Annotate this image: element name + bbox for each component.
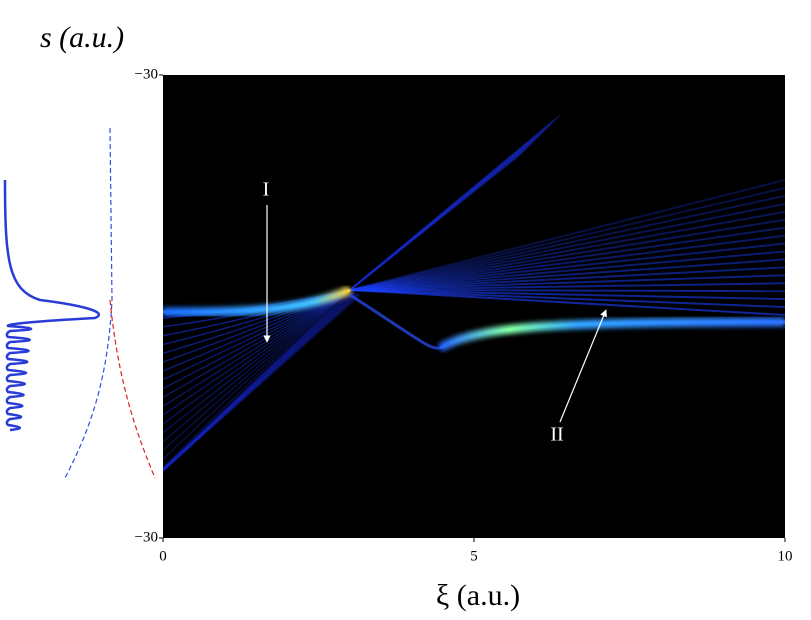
- ray: [163, 290, 355, 472]
- ray: [349, 140, 535, 291]
- ray: [163, 293, 361, 472]
- arrow: [559, 309, 607, 423]
- ray: [349, 186, 785, 291]
- annotation: II: [550, 424, 563, 446]
- ray: [349, 154, 521, 291]
- intensity-map: [163, 114, 785, 472]
- x-tick-label: 5: [470, 548, 478, 564]
- ray: [163, 288, 352, 472]
- ray: [349, 125, 549, 291]
- y-axis-label: s (a.u.): [40, 21, 124, 54]
- ray: [349, 226, 785, 291]
- ray: [163, 289, 351, 469]
- ray: [349, 282, 785, 291]
- ray: [349, 114, 561, 291]
- ray: [163, 290, 354, 472]
- ray: [163, 293, 360, 472]
- ray: [349, 151, 523, 291]
- beam: [349, 293, 441, 350]
- ray: [349, 121, 554, 291]
- ray: [349, 289, 785, 316]
- ray: [349, 147, 528, 291]
- ray: [349, 202, 785, 291]
- ray: [163, 289, 352, 472]
- ray: [163, 289, 351, 460]
- ray: [163, 289, 351, 434]
- ray: [163, 292, 358, 472]
- ray: [349, 142, 533, 291]
- ray: [349, 179, 785, 291]
- ray: [163, 289, 353, 472]
- ray: [349, 144, 531, 291]
- ray: [163, 293, 361, 472]
- y-tick-label: −30: [135, 529, 158, 545]
- y-tick-label: −30: [135, 66, 158, 82]
- ray: [349, 116, 559, 291]
- ray: [163, 289, 353, 472]
- x-tick-label: 0: [159, 548, 167, 564]
- ray: [163, 289, 351, 425]
- ray: [349, 118, 556, 291]
- ray: [349, 234, 785, 291]
- ray: [163, 293, 360, 472]
- x-tick-label: 10: [778, 548, 793, 564]
- ray: [163, 289, 351, 443]
- ray: [349, 242, 785, 291]
- ray: [349, 130, 545, 291]
- beam: [439, 320, 785, 350]
- ray: [163, 292, 359, 472]
- ray: [163, 292, 359, 472]
- ray: [349, 289, 785, 293]
- input-profile: [3, 127, 156, 479]
- ray: [349, 194, 785, 291]
- ray: [163, 289, 351, 451]
- ray: [349, 128, 547, 291]
- ray: [349, 210, 785, 291]
- ray: [349, 137, 538, 291]
- ray: [349, 274, 785, 291]
- ray: [349, 289, 785, 301]
- ray: [163, 290, 356, 472]
- ray: [349, 133, 542, 291]
- ray: [349, 135, 540, 291]
- ray: [349, 250, 785, 291]
- ray: [349, 289, 785, 309]
- x-axis-label: ξ (a.u.): [436, 579, 520, 612]
- ray: [349, 123, 552, 291]
- ray: [349, 218, 785, 291]
- ray: [163, 291, 357, 472]
- ray: [163, 290, 354, 472]
- ray: [349, 258, 785, 291]
- annotation: I: [263, 179, 270, 201]
- ray: [163, 291, 356, 472]
- ray: [349, 149, 526, 291]
- ray: [349, 266, 785, 291]
- ray: [163, 289, 351, 407]
- ray: [163, 289, 351, 416]
- ray: [163, 291, 357, 472]
